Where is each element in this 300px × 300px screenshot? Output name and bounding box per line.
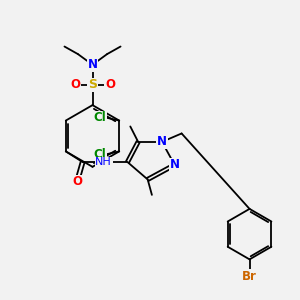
Text: O: O bbox=[70, 78, 80, 92]
Text: N: N bbox=[157, 135, 167, 148]
Text: Br: Br bbox=[242, 270, 257, 283]
Text: O: O bbox=[105, 78, 115, 92]
Text: N: N bbox=[169, 158, 180, 171]
Text: NH: NH bbox=[95, 157, 112, 167]
Text: N: N bbox=[88, 58, 98, 71]
Text: O: O bbox=[72, 175, 82, 188]
Text: S: S bbox=[88, 78, 97, 92]
Text: Cl: Cl bbox=[93, 111, 106, 124]
Text: Cl: Cl bbox=[93, 148, 106, 161]
